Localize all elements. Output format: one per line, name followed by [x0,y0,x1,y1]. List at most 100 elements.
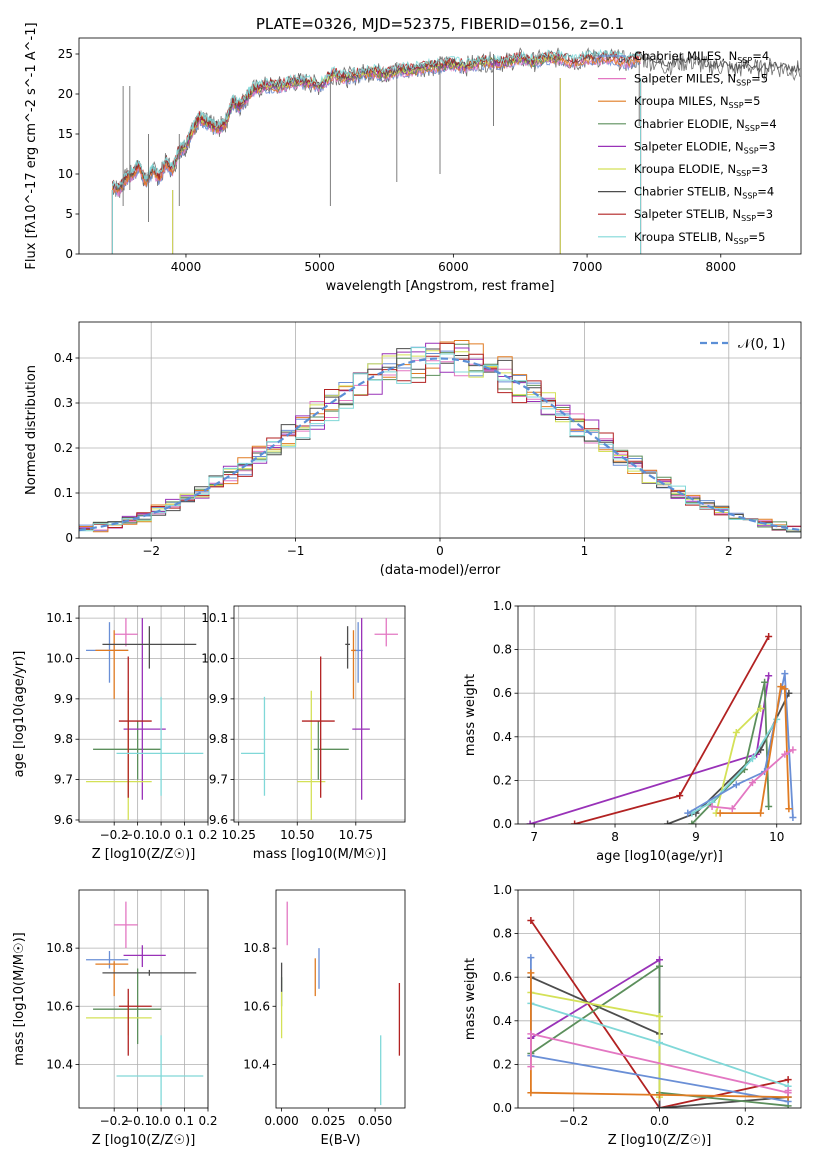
x-axis-label: Z [log10(Z/Z☉)] [92,1133,196,1148]
residuals-plot-area [79,340,801,533]
residuals-axes: −2 −1 0 1 2 0 0.1 0.2 0.3 0.4 (data-model)/error No… [24,321,802,578]
x-axis-label: mass [log10(M/M☉)] [253,847,386,862]
figure-title: PLATE=0326, MJD=52375, FIBERID=0156, z=0… [256,15,624,33]
x-tick-label: 0.2 [198,1114,217,1128]
weight-marker [684,809,692,817]
y-tick-label: 1.0 [493,883,512,897]
weight-marker [748,755,756,763]
model-spectrum-line [111,48,641,190]
x-tick-label: 2 [725,544,733,558]
weight-line [715,707,762,814]
weight-marker [527,1089,535,1097]
x-tick-label: 0.2 [198,828,217,842]
age-vs-Z-panel: −0.2−0.1 0.0 0.1 0.2 9.6 9.7 9.8 9.9 10.0 10.1 Z [… [12,605,218,862]
y-tick-label: 15 [58,127,73,141]
y-tick-label: 9.9 [209,692,228,706]
y-tick-label: 9.6 [209,813,228,827]
x-tick-label: −0.2 [100,828,129,842]
weight-vs-age-axes: 7 8 9 10 0.0 0.2 0.4 0.6 0.8 1.0 age [log10(age/yr… [463,599,802,864]
weight-marker [748,779,756,787]
weight-marker [765,803,773,811]
residuals-frame [78,321,802,539]
weight-marker [716,809,724,817]
weight-marker [784,1076,792,1084]
legend-label: Chabrier MILES, NSSP=4 [634,49,769,65]
y-tick-label: 10.0 [201,651,228,665]
x-tick-label: 10.75 [339,828,373,842]
spectrum-legend: Chabrier MILES, NSSP=4 Salpeter MILES, NS… [598,49,777,246]
y-tick-label: 0.1 [54,486,73,500]
age-vs-Z-frame [78,605,209,823]
x-tick-label: 0.1 [175,1114,194,1128]
age-vs-mass-grid [234,606,405,822]
residual-legend: 𝒩(0, 1) [700,337,785,352]
mass-vs-Z-plot-area [86,901,204,1106]
weight-marker [781,750,789,758]
x-tick-label: −1 [287,544,305,558]
weight-marker [789,813,797,821]
weight-marker [526,820,534,824]
weight-marker [781,685,789,693]
x-axis-label: E(B-V) [320,1133,360,1148]
weight-vs-Z-frame [517,889,802,1109]
weight-marker [571,820,579,824]
weight-marker [765,633,773,641]
weight-marker [732,728,740,736]
model-spectrum-line [172,52,561,170]
weight-vs-age-panel: 7 8 9 10 0.0 0.2 0.4 0.6 0.8 1.0 age [log10(age/yr… [463,599,802,864]
y-tick-label: 10.6 [46,999,73,1013]
y-tick-label: 9.8 [209,732,228,746]
mass-vs-Z-axes: −0.2−0.1 0.0 0.1 0.2 10.4 10.6 10.8 Z [log10(Z/… [12,889,218,1148]
weight-marker [656,962,663,970]
age-vs-mass-panel: 10.25 10.50 10.75 9.6 9.7 9.8 9.9 10.0 10.1 mass … [201,605,406,862]
age-vs-Z-grid [79,606,209,822]
spectrum-axes: 4000 5000 6000 7000 8000 0 5 10 15 20 25 wavelength… [24,22,802,294]
weight-vs-Z-axes: −0.2 0.0 0.2 0.0 0.2 0.4 0.6 0.8 1.0 Z [log10(Z/Z… [463,883,802,1148]
y-tick-label: 10.8 [46,941,73,955]
x-axis-label: age [log10(age/yr)] [596,849,723,864]
x-tick-label: 8000 [706,260,737,274]
x-tick-label: −0.1 [123,1114,152,1128]
mass-vs-ebv-plot-area [280,901,401,1106]
mass-vs-Z-panel: −0.2−0.1 0.0 0.1 0.2 10.4 10.6 10.8 Z [log10(Z/… [12,889,218,1148]
legend-label: Salpeter MILES, NSSP=5 [634,72,768,88]
weight-marker [765,672,773,680]
y-tick-label: 20 [58,87,73,101]
y-tick-label: 10.0 [46,651,73,665]
y-tick-label: 10.1 [46,611,73,625]
x-tick-label: −0.2 [100,1114,129,1128]
weight-vs-age-grid [518,605,801,825]
weight-marker [527,917,535,925]
y-tick-label: 0.8 [493,927,512,941]
weight-line [667,692,790,824]
age-vs-Z-plot-area [86,618,204,820]
x-tick-label: −0.2 [559,1114,588,1128]
y-tick-label: 9.6 [54,813,73,827]
y-tick-label: 0.2 [54,441,73,455]
weight-marker [781,670,789,678]
weight-marker [728,805,736,813]
age-vs-Z-axes: −0.2−0.1 0.0 0.1 0.2 9.6 9.7 9.8 9.9 10.0 10.1 Z [… [12,605,218,862]
y-tick-label: 0.3 [54,396,73,410]
y-tick-label: 0 [65,531,73,545]
y-tick-label: 10.4 [46,1057,73,1071]
x-tick-label: 4000 [171,260,202,274]
age-vs-mass-axes: 10.25 10.50 10.75 9.6 9.7 9.8 9.9 10.0 10.1 mass … [201,605,406,862]
spectrum-frame [78,37,802,255]
y-tick-label: 9.8 [54,732,73,746]
age-vs-mass-plot-area [241,618,398,820]
y-axis-label: mass weight [463,674,478,756]
weight-marker [527,969,535,977]
weight-marker [656,1091,663,1099]
x-tick-label: 8 [611,830,619,844]
mass-vs-ebv-axes: 0.000 0.025 0.050 10.4 10.6 10.8 E(B-V) [243,889,406,1148]
x-tick-label: 0.2 [736,1114,755,1128]
weight-marker [664,820,672,824]
spectrum-plot-area [111,47,801,254]
weight-marker [527,1030,535,1038]
y-axis-label: mass weight [463,958,478,1040]
y-axis-label: age [log10(age/yr)] [12,651,27,778]
weight-vs-age-plot-area [526,633,797,824]
x-tick-label: 7 [530,830,538,844]
